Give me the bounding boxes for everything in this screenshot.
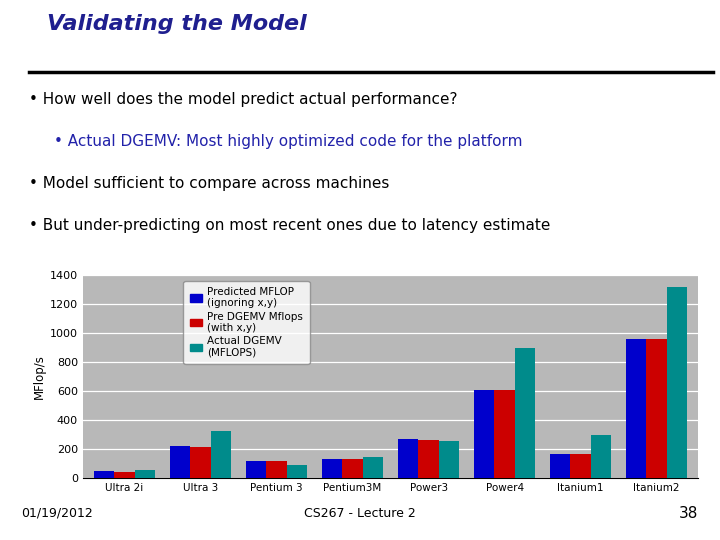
Text: • How well does the model predict actual performance?: • How well does the model predict actual… [29, 92, 457, 107]
Bar [211, 431, 231, 478]
Text: • But under-predicting on most recent ones due to latency estimate: • But under-predicting on most recent on… [29, 218, 550, 233]
Bar [495, 390, 515, 478]
Bar [135, 470, 156, 478]
Text: 01/19/2012: 01/19/2012 [22, 507, 94, 520]
Bar [322, 459, 342, 478]
Text: CS267 - Lecture 2: CS267 - Lecture 2 [304, 507, 416, 520]
Text: • Model sufficient to compare across machines: • Model sufficient to compare across mac… [29, 176, 390, 191]
Bar [667, 287, 688, 478]
Text: Validating the Model: Validating the Model [47, 14, 307, 34]
Bar [515, 348, 536, 478]
Bar [246, 461, 266, 478]
Legend: Predicted MFLOP
(ignoring x,y), Pre DGEMV Mflops
(with x,y), Actual DGEMV
(MFLOP: Predicted MFLOP (ignoring x,y), Pre DGEM… [184, 281, 310, 364]
Text: • Actual DGEMV: Most highly optimized code for the platform: • Actual DGEMV: Most highly optimized co… [54, 134, 523, 149]
Bar [626, 339, 647, 478]
Y-axis label: MFlop/s: MFlop/s [32, 354, 45, 399]
Bar [363, 457, 383, 478]
Bar [647, 339, 667, 478]
Bar [94, 471, 114, 478]
Bar [342, 459, 363, 478]
Bar [190, 447, 211, 478]
Bar [591, 435, 611, 478]
Bar [439, 441, 459, 478]
Bar [550, 454, 570, 478]
Bar [170, 446, 190, 478]
Bar [398, 439, 418, 478]
Bar [474, 390, 495, 478]
Text: 38: 38 [679, 506, 698, 521]
Bar [418, 440, 439, 478]
Bar [570, 454, 591, 478]
Bar [287, 465, 307, 478]
Bar [114, 472, 135, 478]
Bar [266, 461, 287, 478]
